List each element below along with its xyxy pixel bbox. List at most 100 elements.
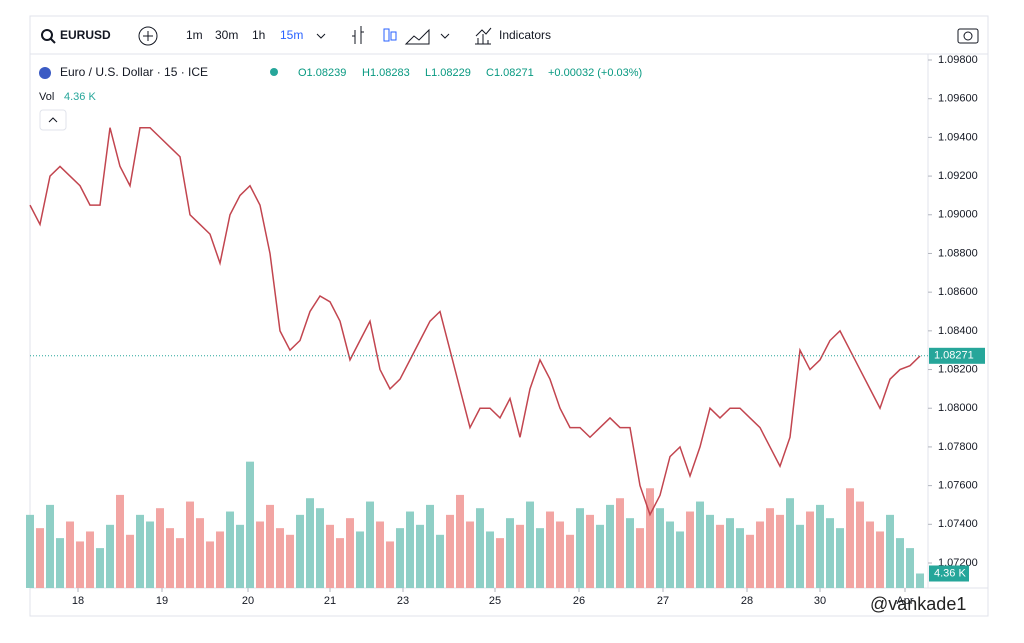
volume-bar: [226, 511, 234, 588]
volume-bar: [336, 538, 344, 588]
volume-bar: [236, 524, 244, 588]
volume-bar: [66, 521, 74, 588]
volume-bar: [146, 521, 154, 588]
volume-bar: [316, 508, 324, 588]
y-tick-label: 1.09400: [938, 131, 978, 143]
x-tick-label: 28: [741, 595, 753, 607]
x-tick-label: 30: [814, 595, 826, 607]
collapse-button[interactable]: [39, 109, 67, 131]
volume-bar: [326, 524, 334, 588]
y-tick-label: 1.08400: [938, 325, 978, 337]
volume-bar: [376, 521, 384, 588]
volume-bar: [246, 461, 254, 588]
volume-bar: [426, 504, 434, 588]
volume-bar: [136, 514, 144, 588]
volume-bar: [566, 534, 574, 588]
volume-bar: [776, 514, 784, 588]
interval[interactable]: 1h: [252, 28, 265, 42]
volume-bar: [596, 524, 604, 588]
symbol-flag: [39, 67, 51, 79]
volume-bar: [656, 508, 664, 588]
y-tick-label: 1.08600: [938, 286, 978, 298]
search-icon: [50, 38, 56, 44]
volume-bar: [266, 504, 274, 588]
volume-bar: [496, 538, 504, 588]
volume-bar: [436, 534, 444, 588]
volume-bar: [806, 511, 814, 588]
volume-bar: [276, 528, 284, 588]
legend-high: H1.08283: [362, 67, 410, 79]
last-price-box: [929, 347, 985, 364]
y-tick-label: 1.09000: [938, 209, 978, 221]
bars-icon[interactable]: [352, 26, 364, 44]
volume-bar: [406, 511, 414, 588]
volume-bar: [36, 528, 44, 588]
indicators-icon[interactable]: [475, 27, 492, 45]
volume-bar: [876, 531, 884, 588]
y-tick-label: 1.07800: [938, 441, 978, 453]
volume-bar: [756, 521, 764, 588]
market-status: [270, 68, 278, 76]
y-tick-label: 1.09600: [938, 93, 978, 105]
volume-bar: [156, 508, 164, 588]
volume-bar: [196, 518, 204, 588]
y-tick-label: 1.09800: [938, 54, 978, 66]
indicators-button[interactable]: Indicators: [499, 28, 551, 42]
dropdown[interactable]: [440, 33, 450, 39]
volume-bar: [706, 514, 714, 588]
interval[interactable]: 1m: [186, 28, 203, 42]
candles-icon[interactable]: [383, 28, 390, 42]
volume-bar: [486, 531, 494, 588]
volume-bar: [176, 538, 184, 588]
volume-bar: [886, 514, 894, 588]
volume-bar: [846, 488, 854, 588]
volume-bar: [786, 498, 794, 588]
volume-bar: [696, 501, 704, 588]
volume-bar: [506, 518, 514, 588]
volume-bar: [86, 531, 94, 588]
volume-bar: [56, 538, 64, 588]
volume-bar: [906, 548, 914, 588]
y-tick-label: 1.08800: [938, 247, 978, 259]
volume-bar: [636, 528, 644, 588]
x-tick-label: 23: [397, 595, 409, 607]
x-tick-label: 20: [242, 595, 254, 607]
volume-bar: [476, 508, 484, 588]
volume-bar: [206, 541, 214, 588]
volume-bar: [346, 518, 354, 588]
y-tick-label: 1.08200: [938, 363, 978, 375]
volume-bar: [116, 494, 124, 588]
y-tick-label: 1.07600: [938, 480, 978, 492]
volume-bar: [126, 534, 134, 588]
volume-bar: [666, 521, 674, 588]
volume-bar: [186, 501, 194, 588]
volume-bar: [456, 494, 464, 588]
volume-bar: [546, 511, 554, 588]
add-symbol[interactable]: [138, 26, 158, 46]
area-icon[interactable]: [404, 28, 430, 45]
volume-bar: [216, 531, 224, 588]
volume-bar: [916, 573, 924, 588]
legend-low: L1.08229: [425, 67, 471, 79]
volume-bar: [166, 528, 174, 588]
snapshot-icon[interactable]: [957, 28, 979, 44]
collapse-button: [48, 117, 58, 123]
volume-bar: [286, 534, 294, 588]
volume-bar: [516, 524, 524, 588]
volume-legend: Vol: [39, 91, 54, 103]
volume-bar: [26, 514, 34, 588]
price-line: [29, 126, 921, 517]
x-tick-label: 19: [156, 595, 168, 607]
search-icon[interactable]: [41, 29, 53, 41]
volume-bar: [556, 521, 564, 588]
interval-active[interactable]: 15m: [280, 28, 303, 42]
volume-bar: [856, 501, 864, 588]
symbol[interactable]: EURUSD: [60, 28, 111, 42]
last-price-label: 1.08271: [934, 350, 974, 362]
volume-bar: [386, 541, 394, 588]
dropdown[interactable]: [316, 33, 326, 39]
volume-bar: [646, 488, 654, 588]
interval[interactable]: 30m: [215, 28, 238, 42]
last-volume-label: 4.36 K: [934, 567, 966, 579]
volume-bar: [526, 501, 534, 588]
